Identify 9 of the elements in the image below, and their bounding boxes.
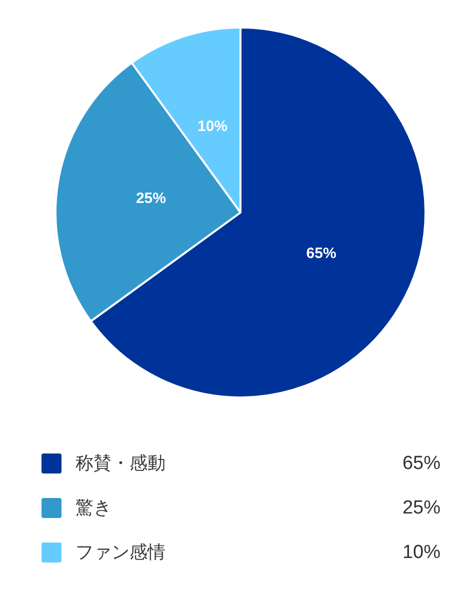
text: 65% [402,453,441,474]
text: 25% [402,498,441,518]
legend-label: ファン感情 [76,542,166,563]
legend-label: 驚き [76,498,112,518]
text: 10% [402,542,441,563]
data-label: 65% [306,245,336,262]
data-label: 10% [197,118,228,135]
data-label: 25% [136,190,166,207]
legend-label: 称賛・感動 [76,453,166,474]
